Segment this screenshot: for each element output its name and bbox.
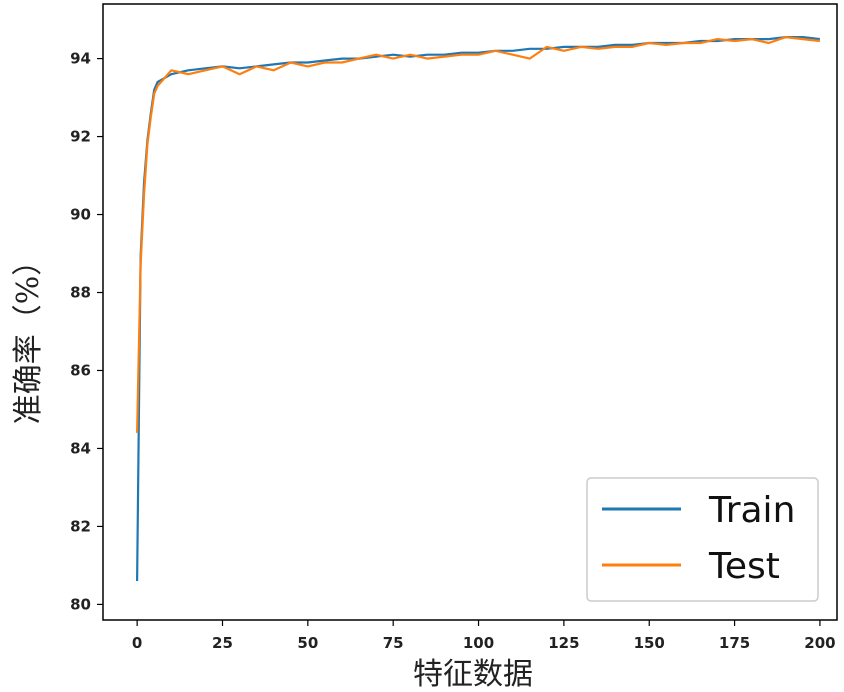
y-tick-label: 92 bbox=[70, 128, 91, 146]
plot-lines bbox=[136, 35, 821, 582]
y-tick-label: 86 bbox=[70, 361, 91, 379]
y-tick-label: 84 bbox=[70, 439, 91, 457]
y-tick-label: 82 bbox=[70, 517, 91, 535]
y-tick-label: 90 bbox=[70, 206, 91, 224]
legend: Train Test bbox=[586, 477, 819, 602]
x-tick-label: 25 bbox=[212, 634, 233, 652]
y-axis: 80 82 84 86 88 90 92 94 bbox=[70, 50, 103, 613]
x-tick-label: 100 bbox=[463, 634, 494, 652]
plot-frame bbox=[102, 3, 838, 621]
y-axis-title: 准确率（%） bbox=[11, 246, 46, 425]
x-tick-label: 50 bbox=[297, 634, 318, 652]
x-tick-label: 75 bbox=[383, 634, 404, 652]
x-tick-label: 175 bbox=[719, 634, 750, 652]
x-tick-label: 125 bbox=[548, 634, 579, 652]
x-tick-label: 150 bbox=[634, 634, 665, 652]
x-tick-label: 0 bbox=[132, 634, 142, 652]
x-axis-title: 特征数据 bbox=[413, 657, 533, 692]
legend-label-train: Train bbox=[708, 490, 795, 531]
y-tick-label: 80 bbox=[70, 595, 91, 613]
legend-label-test: Test bbox=[708, 546, 780, 587]
y-tick-label: 94 bbox=[70, 50, 91, 68]
series-line-test bbox=[136, 35, 821, 433]
x-axis: 0 25 50 75 100 125 150 175 200 bbox=[132, 620, 836, 652]
y-tick-label: 88 bbox=[70, 284, 91, 302]
x-tick-label: 200 bbox=[804, 634, 835, 652]
